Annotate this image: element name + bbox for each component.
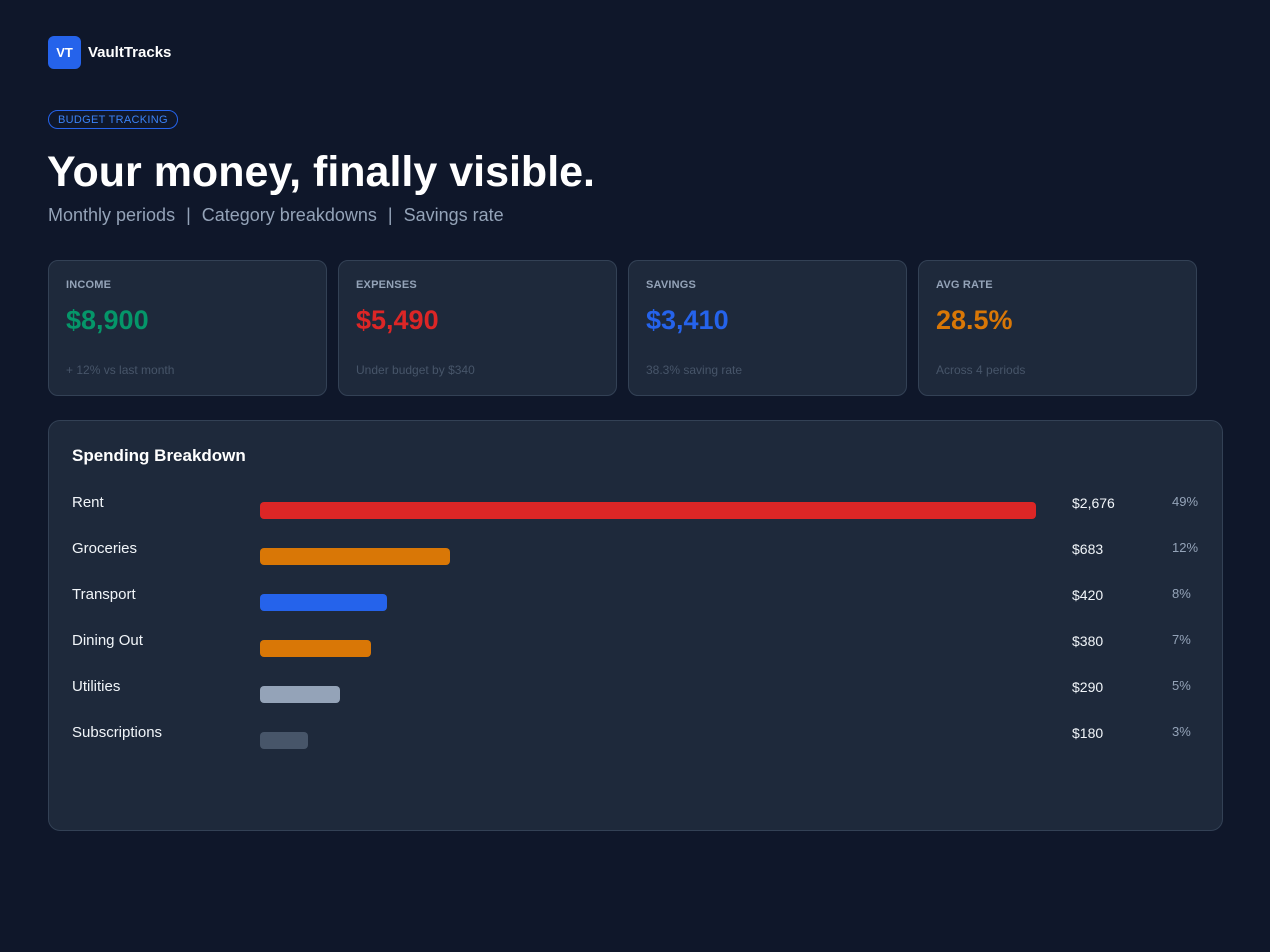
row-label: Transport xyxy=(72,586,136,603)
row-percent: 49% xyxy=(1172,494,1199,509)
row-label: Utilities xyxy=(72,678,121,695)
brand-logo: VT xyxy=(48,36,81,69)
row-track xyxy=(260,686,1036,703)
stat-value: $3,410 xyxy=(646,305,729,335)
row-label: Dining Out xyxy=(72,632,143,649)
stat-value: 28.5% xyxy=(936,305,1013,335)
row-percent: 8% xyxy=(1172,586,1191,601)
row-amount: $380 xyxy=(1072,633,1104,649)
row-track xyxy=(260,732,1036,749)
page-subtitle: Monthly periods | Category breakdowns | … xyxy=(48,205,504,226)
row-amount: $2,676 xyxy=(1072,495,1115,511)
row-track xyxy=(260,502,1036,519)
row-percent: 7% xyxy=(1172,632,1191,647)
row-label: Subscriptions xyxy=(72,724,163,741)
breakdown-row-groceries: Groceries $683 12% xyxy=(49,540,1224,570)
row-amount: $180 xyxy=(1072,725,1104,741)
stat-label: AVG RATE xyxy=(936,279,993,291)
stat-value: $8,900 xyxy=(66,305,149,335)
subtitle-separator: | xyxy=(387,205,393,225)
row-amount: $683 xyxy=(1072,541,1104,557)
stat-note: Under budget by $340 xyxy=(356,363,475,377)
spending-breakdown-panel: Spending Breakdown Rent $2,676 49% Groce… xyxy=(48,420,1223,831)
row-track xyxy=(260,640,1036,657)
breakdown-row-rent: Rent $2,676 49% xyxy=(49,494,1224,524)
breakdown-row-utilities: Utilities $290 5% xyxy=(49,678,1224,708)
row-track xyxy=(260,594,1036,611)
row-label: Rent xyxy=(72,494,104,511)
stat-note: Across 4 periods xyxy=(936,363,1026,377)
stat-note: + 12% vs last month xyxy=(66,363,175,377)
stat-label: SAVINGS xyxy=(646,279,697,291)
breakdown-row-dining-out: Dining Out $380 7% xyxy=(49,632,1224,662)
stat-card-avg-rate: AVG RATE 28.5% Across 4 periods xyxy=(918,260,1197,396)
row-amount: $290 xyxy=(1072,679,1104,695)
breakdown-row-subscriptions: Subscriptions $180 3% xyxy=(49,724,1224,754)
row-bar xyxy=(260,686,340,703)
row-bar xyxy=(260,502,1036,519)
row-percent: 12% xyxy=(1172,540,1199,555)
page-title: Your money, finally visible. xyxy=(47,148,595,196)
stat-card-expenses: EXPENSES $5,490 Under budget by $340 xyxy=(338,260,617,396)
subtitle-separator: | xyxy=(186,205,191,225)
brand-name: VaultTracks xyxy=(88,44,172,61)
panel-title: Spending Breakdown xyxy=(72,446,246,465)
row-percent: 5% xyxy=(1172,678,1191,693)
subtitle-item-category-breakdowns: Category breakdowns xyxy=(201,205,377,225)
row-track xyxy=(260,548,1036,565)
row-bar xyxy=(260,548,451,565)
stat-card-income: INCOME $8,900 + 12% vs last month xyxy=(48,260,327,396)
row-label: Groceries xyxy=(72,540,138,557)
stat-label: EXPENSES xyxy=(356,279,417,291)
subtitle-item-savings-rate: Savings rate xyxy=(403,205,504,225)
row-bar xyxy=(260,640,371,657)
row-bar xyxy=(260,732,309,749)
section-badge: BUDGET TRACKING xyxy=(48,110,178,129)
brand[interactable]: VT VaultTracks xyxy=(48,36,171,69)
stat-note: 38.3% saving rate xyxy=(646,363,743,377)
row-bar xyxy=(260,594,388,611)
stat-value: $5,490 xyxy=(356,305,439,335)
row-amount: $420 xyxy=(1072,587,1104,603)
row-percent: 3% xyxy=(1172,724,1191,739)
breakdown-row-transport: Transport $420 8% xyxy=(49,586,1224,616)
stat-label: INCOME xyxy=(66,279,112,291)
subtitle-item-monthly-periods: Monthly periods xyxy=(48,205,176,225)
stat-card-savings: SAVINGS $3,410 38.3% saving rate xyxy=(628,260,907,396)
